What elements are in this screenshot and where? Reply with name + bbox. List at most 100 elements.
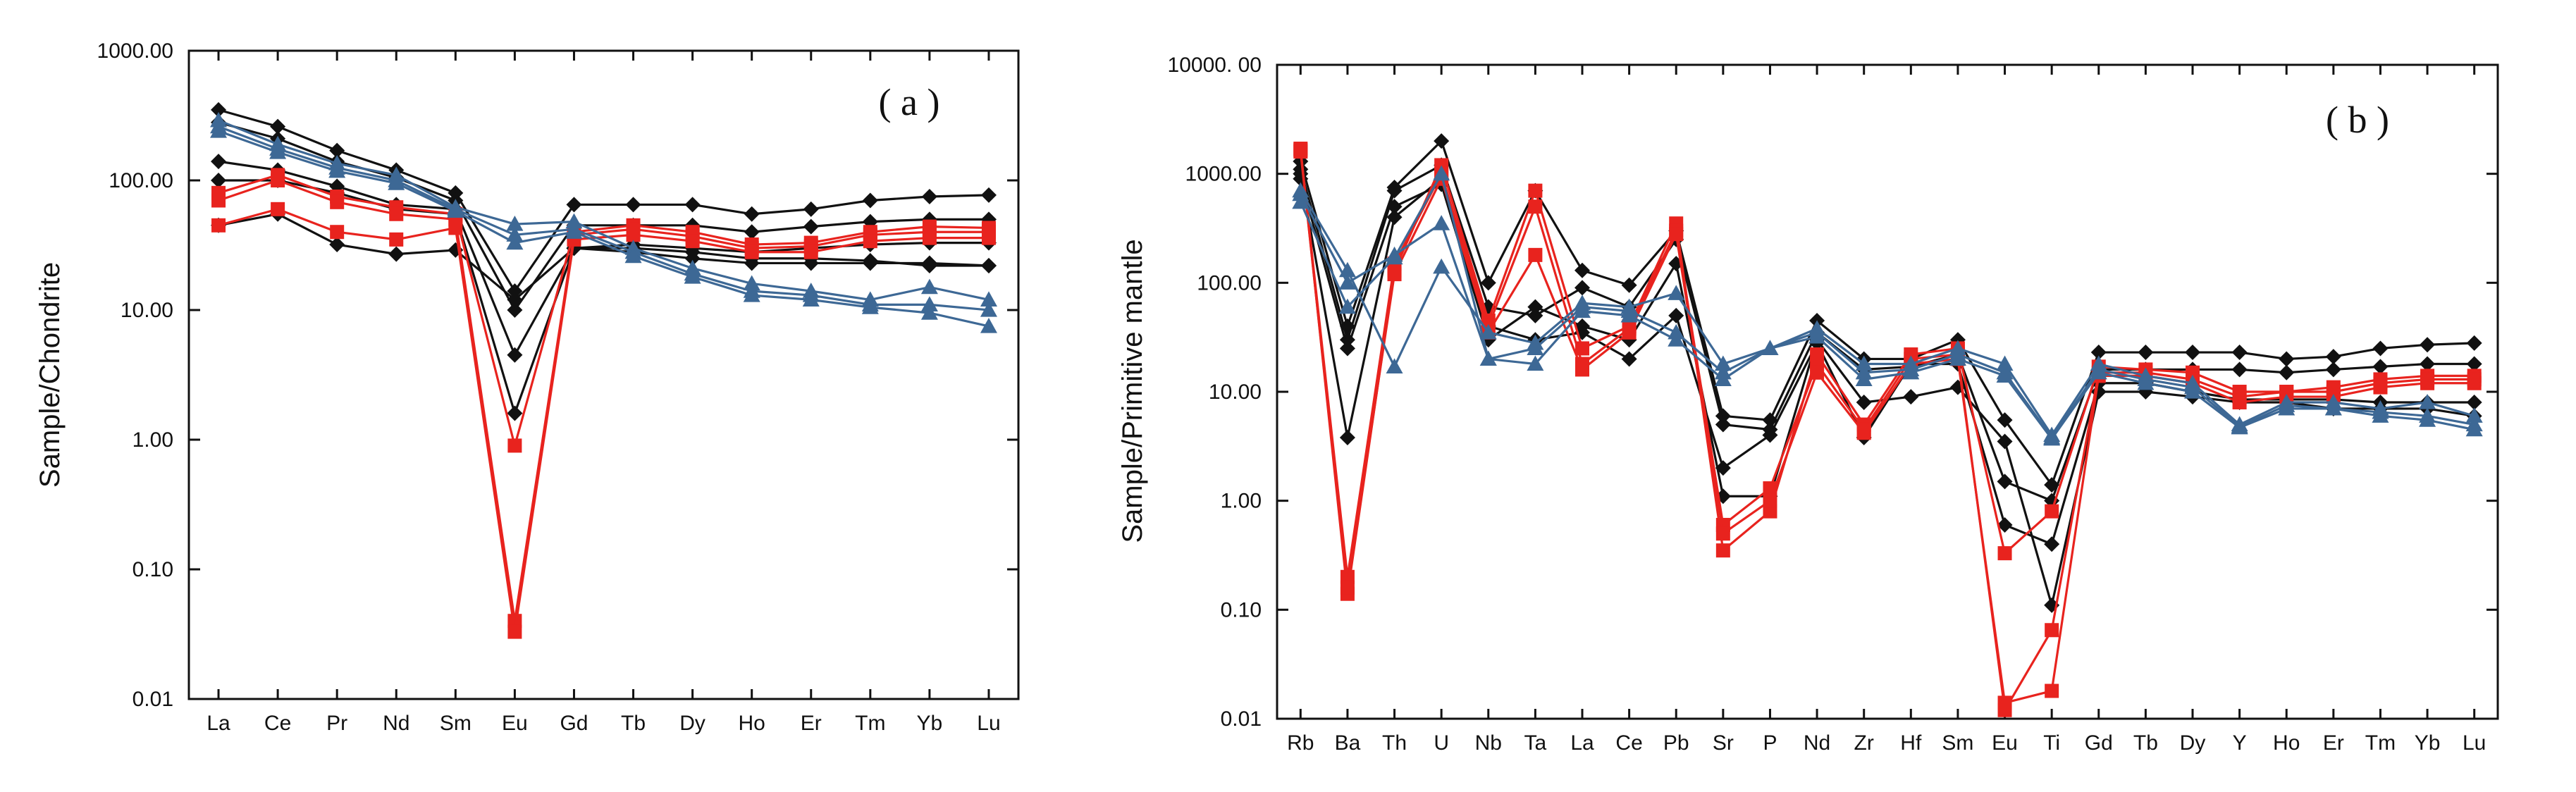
point-b-red-3-Eu — [1997, 695, 2012, 710]
x-tick-label-b-22: Er — [2323, 731, 2344, 755]
point-a-red-3-Ho — [744, 245, 759, 259]
point-b-blue-3-La — [1574, 302, 1591, 318]
point-b-blue-2-U — [1433, 215, 1450, 230]
point-b-blue-3-Pb — [1668, 331, 1685, 347]
x-tick-label-a-3: Nd — [383, 712, 409, 735]
panel-label-a: ( a ) — [879, 81, 940, 123]
point-a-red-2-Nd — [389, 206, 404, 221]
point-a-black-3-La — [211, 154, 227, 170]
point-b-black-4-Zr — [1856, 394, 1872, 410]
point-b-blue-3-Ba — [1338, 298, 1356, 314]
point-b-red-3-Ba — [1340, 580, 1355, 595]
point-b-blue-3-Tb — [2137, 374, 2155, 390]
point-b-black-2-Ta — [1527, 307, 1543, 323]
point-b-blue-3-Ce — [1620, 307, 1638, 323]
point-b-black-2-Y — [2231, 361, 2248, 378]
x-tick-label-a-2: Pr — [326, 712, 347, 735]
point-a-black-1-Lu — [980, 187, 997, 203]
point-b-black-1-Ce — [1621, 277, 1637, 293]
point-b-red-3-Ce — [1622, 325, 1637, 340]
x-tick-label-b-8: Pb — [1663, 731, 1689, 755]
point-a-red-3-La — [211, 218, 226, 233]
point-a-red-3-Yb — [922, 230, 937, 245]
point-a-black-1-Dy — [684, 197, 701, 213]
point-b-red-1-Sr — [1715, 543, 1730, 558]
point-b-black-3-Pb — [1668, 307, 1684, 323]
point-a-black-5-Eu — [507, 292, 523, 308]
point-a-black-5-Er — [803, 255, 819, 271]
point-a-black-5-Tm — [862, 255, 878, 271]
point-b-black-1-U — [1434, 133, 1450, 149]
point-b-blue-3-U — [1433, 165, 1450, 181]
point-a-black-1-Yb — [921, 188, 937, 204]
y-tick-label-b-3: 10.00 — [1209, 380, 1262, 404]
point-b-blue-1-Th — [1386, 358, 1403, 373]
point-a-blue-1-Lu — [980, 291, 997, 307]
x-tick-label-b-14: Sm — [1942, 731, 1973, 755]
series-a-black-1 — [211, 101, 997, 299]
point-b-blue-3-Sm — [1949, 350, 1966, 366]
point-a-black-4-Eu — [507, 405, 523, 421]
point-b-black-3-Ce — [1621, 351, 1637, 367]
x-tick-label-b-1: Ba — [1335, 731, 1361, 755]
series-line-b-red-2 — [1299, 149, 2475, 712]
point-b-red-3-La — [1575, 362, 1589, 377]
point-b-blue-3-Er — [2324, 400, 2342, 416]
y-tick-label-b-4: 100.00 — [1197, 271, 1262, 295]
point-a-black-1-Tb — [625, 197, 641, 213]
point-a-blue-3-Lu — [980, 317, 997, 333]
y-tick-label-a-1: 0.10 — [133, 558, 173, 581]
y-tick-label-a-5: 1000.00 — [97, 39, 173, 63]
point-b-black-1-Gd — [2090, 345, 2107, 361]
x-tick-label-b-0: Rb — [1287, 731, 1314, 755]
point-b-red-2-Ta — [1528, 199, 1543, 214]
point-a-blue-3-Pr — [328, 162, 346, 178]
point-a-blue-2-Yb — [920, 296, 938, 311]
point-b-blue-3-Th — [1386, 249, 1403, 265]
point-b-black-2-Sr — [1715, 416, 1731, 433]
point-b-black-2-Yb — [2420, 356, 2436, 372]
point-b-black-2-Er — [2325, 361, 2341, 378]
y-tick-label-b-2: 1.00 — [1221, 490, 1262, 513]
point-b-red-1-Ta — [1528, 183, 1543, 198]
series-line-b-red-3 — [1299, 151, 2475, 704]
point-b-blue-3-Eu — [1996, 367, 2014, 383]
series-b-blue-3 — [1292, 165, 2483, 446]
point-a-blue-3-Er — [802, 291, 820, 307]
point-a-blue-3-Ce — [269, 143, 287, 159]
point-b-blue-1-U — [1433, 258, 1450, 274]
x-tick-label-a-11: Tm — [855, 712, 885, 735]
point-b-black-4-Hf — [1903, 389, 1919, 405]
series-b-black-1 — [1293, 133, 2482, 493]
x-tick-label-a-10: Er — [801, 712, 822, 735]
point-a-blue-3-Ho — [743, 287, 760, 302]
point-b-blue-2-Rb — [1292, 185, 1309, 202]
point-a-blue-3-Eu — [506, 234, 524, 250]
point-b-black-3-Ti — [2044, 536, 2060, 552]
point-b-blue-3-Rb — [1292, 193, 1309, 209]
point-a-blue-1-Yb — [920, 278, 938, 295]
point-a-black-2-Er — [803, 218, 819, 235]
y-tick-label-a-0: 0.01 — [133, 688, 173, 711]
point-a-blue-3-Tm — [861, 299, 879, 314]
series-line-b-blue-3 — [1299, 173, 2475, 440]
point-a-blue-3-Sm — [447, 202, 464, 218]
point-b-black-3-Ba — [1339, 429, 1355, 445]
y-tick-label-b-1: 0.10 — [1221, 598, 1262, 621]
point-b-blue-3-Lu — [2465, 421, 2483, 437]
y-tick-label-b-6: 10000. 00 — [1168, 54, 1262, 77]
point-b-red-3-Rb — [1293, 144, 1308, 159]
point-b-blue-3-Ti — [2043, 430, 2061, 446]
x-tick-label-b-3: U — [1434, 731, 1449, 755]
point-a-black-1-Er — [803, 201, 819, 217]
point-b-blue-3-Hf — [1902, 364, 1920, 380]
point-b-red-3-Ta — [1528, 247, 1543, 262]
x-tick-label-b-2: Th — [1382, 731, 1407, 755]
point-b-blue-3-Gd — [2090, 364, 2107, 380]
y-tick-label-a-3: 10.00 — [121, 299, 173, 322]
y-tick-label-a-2: 1.00 — [133, 428, 173, 452]
point-a-black-2-Eu — [507, 302, 523, 318]
point-b-black-4-Ba — [1339, 340, 1355, 357]
x-tick-label-b-13: Hf — [1900, 731, 1922, 755]
series-line-b-black-3 — [1299, 173, 2475, 545]
